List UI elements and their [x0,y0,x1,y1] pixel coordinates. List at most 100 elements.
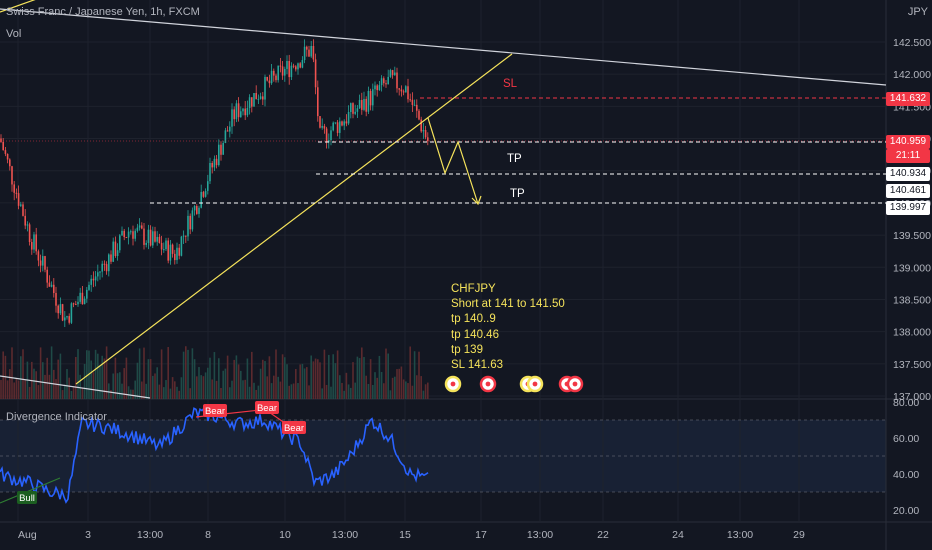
candle-body [33,234,35,250]
candle-body [233,109,235,120]
annotation-line-6: SL 141.63 [451,359,504,372]
volume-bar [356,356,359,399]
volume-bar [61,390,64,399]
volume-bar [108,383,110,399]
candle-body [411,99,414,105]
volume-bar [123,368,125,399]
volume-bar [165,380,167,399]
volume-bar [11,347,13,399]
volume-bar [134,380,136,399]
volume-bar [411,385,414,399]
volume-bar [6,380,9,399]
volume-bar [231,380,233,399]
volume-bar [240,370,242,399]
candle-body [222,142,224,155]
volume-bar [270,383,273,399]
candle-body [339,121,341,133]
volume-bar [50,346,53,399]
volume-bar [185,346,187,399]
event-icon-dot [485,381,491,387]
candle-body [378,85,381,91]
candle-body [110,254,112,262]
candle-body [321,126,323,128]
candle-body [189,215,191,230]
candle-body [323,126,326,129]
volume-bar [39,347,42,399]
candle-body [286,60,288,69]
candle-body [356,108,359,112]
volume-bar [409,346,411,399]
price-axis[interactable]: 142.500142.000141.500141.000140.500140.0… [893,37,931,517]
volume-bar [141,381,143,399]
candle-body [314,59,317,88]
volume-bar [268,356,271,399]
candle-body [97,272,99,277]
candle-body [163,249,165,251]
volume-bar [77,349,79,399]
volume-bar [405,381,407,399]
candle-body [145,242,147,245]
volume-bar [391,377,394,399]
candle-body [68,316,70,323]
volume-bar [180,377,183,399]
volume-bar [48,374,51,399]
price-pane[interactable] [0,0,886,399]
drawings[interactable]: SL TP TP [0,0,887,399]
candle-body [101,263,103,272]
candle-body [218,144,220,166]
candle-body [130,231,132,233]
volume-bar [143,347,145,399]
candle-body [83,298,86,305]
candle-body [26,224,29,226]
descending-trendline [0,8,887,86]
trade-annotation[interactable]: CHFJPY Short at 141 to 141.50 tp 140..9 … [451,282,565,373]
candle-body [319,116,321,128]
indicator-title[interactable]: Divergence Indicator [6,411,107,423]
candle-body [167,240,169,261]
volume-bar [121,383,123,399]
volume-bar [299,364,301,399]
volume-bar [86,350,88,399]
candle-body [160,242,163,250]
candle-body [387,76,389,85]
volume-bar [167,347,169,399]
candle-body [279,65,282,67]
candle-body [119,235,121,251]
volume-bar [288,385,290,399]
candle-body [55,292,57,306]
time-axis[interactable]: Aug 3 13:00 8 10 13:00 15 17 13:00 22 24 13:00 29 [18,529,805,541]
indicator-tick-label: 20.00 [893,505,919,517]
volume-bar [112,373,114,399]
candle-body [347,111,350,124]
candle-body [398,88,400,90]
candle-body [330,130,332,141]
lower-trendline [0,375,151,399]
symbol-title[interactable]: Swiss Franc / Japanese Yen, 1h, FXCM [6,6,200,18]
candle-body [273,70,275,76]
volume-bar [15,378,18,399]
volume-bar [149,359,152,399]
volume-bar [103,358,106,399]
candle-body [350,103,352,112]
event-icons[interactable] [444,375,584,393]
candle-body [262,96,264,100]
candle-body [224,130,227,143]
candle-body [295,66,297,70]
volume-label[interactable]: Vol [6,28,22,40]
volume-bar [70,390,73,399]
candle-body [336,122,339,133]
candle-body [229,126,231,132]
candle-body [385,83,387,85]
annotation-line-2: Short at 141 to 141.50 [451,298,565,311]
volume-bar [259,368,262,399]
currency-label: JPY [907,6,928,18]
volume-bar [328,354,330,399]
projection-path [427,117,479,205]
candle-body [405,86,407,93]
candle-body [187,215,189,237]
candle-body [42,256,44,266]
candle-body [396,72,398,89]
current-price-badge: 140.959 [886,135,930,149]
bear-label-2-bg [255,401,279,414]
